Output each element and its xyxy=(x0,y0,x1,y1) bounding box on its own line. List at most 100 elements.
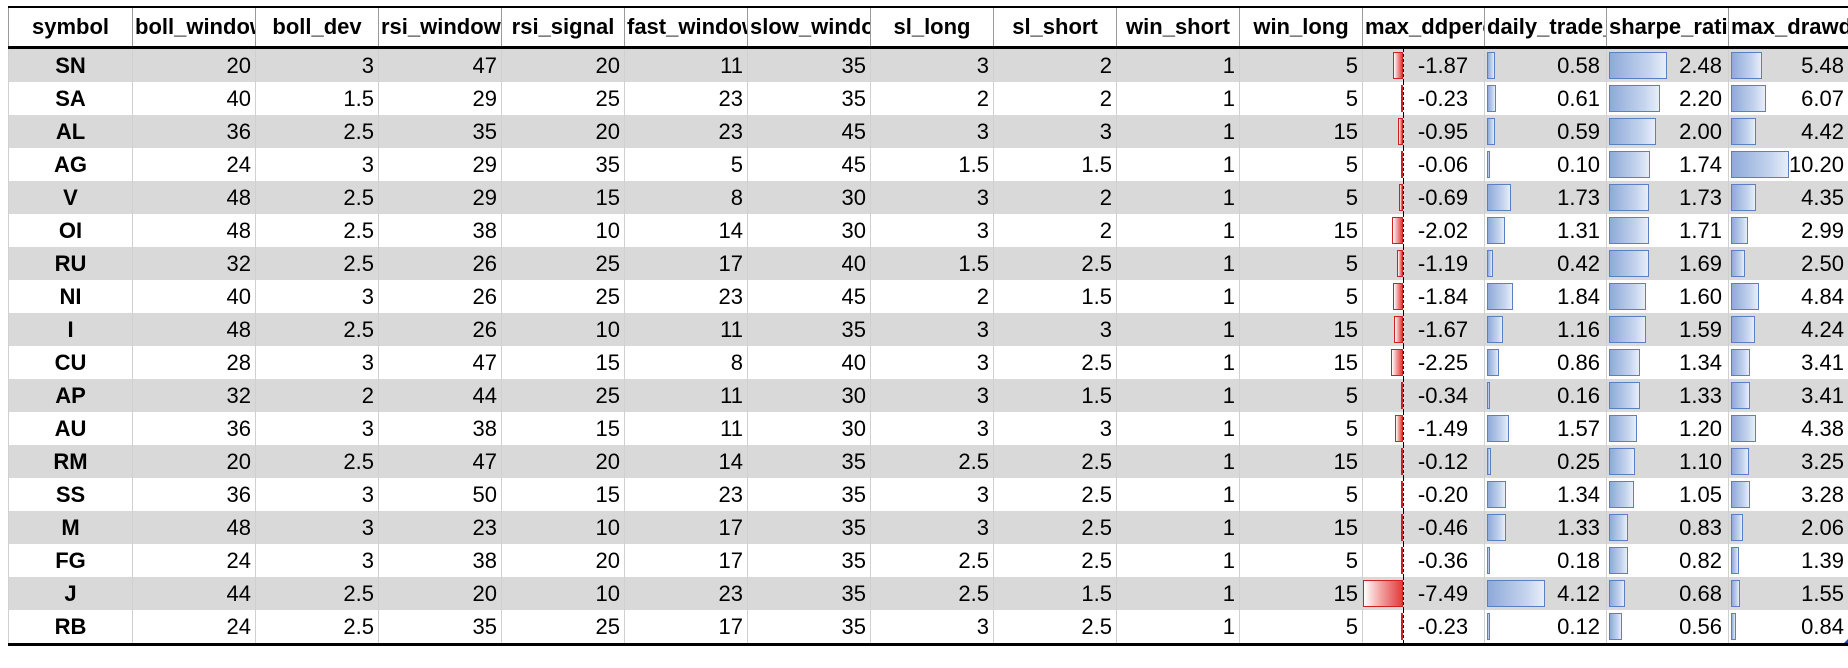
cell-max-drawdown-duration[interactable]: 10.20 xyxy=(1728,148,1848,181)
cell-win-short[interactable]: 1 xyxy=(1116,511,1240,544)
cell-rsi-window[interactable]: 29 xyxy=(378,82,502,115)
cell-symbol[interactable]: RM xyxy=(8,445,133,478)
cell-daily-trade-count[interactable]: 1.84 xyxy=(1484,280,1607,313)
cell-rsi-window[interactable]: 20 xyxy=(378,577,502,610)
cell-fast-window[interactable]: 14 xyxy=(624,445,748,478)
cell-sl-long[interactable]: 3 xyxy=(870,346,994,379)
cell-max-ddpercent[interactable]: -0.06 xyxy=(1362,148,1485,181)
column-header-sl-short[interactable]: sl_short xyxy=(993,6,1117,49)
cell-win-short[interactable]: 1 xyxy=(1116,346,1240,379)
cell-boll-window[interactable]: 48 xyxy=(132,181,256,214)
cell-sl-short[interactable]: 2.5 xyxy=(993,544,1117,577)
cell-max-drawdown-duration[interactable]: 1.55 xyxy=(1728,577,1848,610)
cell-max-ddpercent[interactable]: -1.19 xyxy=(1362,247,1485,280)
cell-sl-short[interactable]: 3 xyxy=(993,412,1117,445)
cell-fast-window[interactable]: 11 xyxy=(624,47,748,82)
cell-win-long[interactable]: 5 xyxy=(1239,280,1363,313)
cell-daily-trade-count[interactable]: 0.58 xyxy=(1484,47,1607,82)
cell-rsi-signal[interactable]: 15 xyxy=(501,346,625,379)
cell-boll-dev[interactable]: 2.5 xyxy=(255,214,379,247)
column-header-boll-window[interactable]: boll_window xyxy=(132,6,256,49)
cell-sharpe-ratio[interactable]: 2.20 xyxy=(1606,82,1729,115)
cell-win-short[interactable]: 1 xyxy=(1116,478,1240,511)
cell-rsi-signal[interactable]: 25 xyxy=(501,82,625,115)
column-header-sharpe-ratio[interactable]: sharpe_ratio xyxy=(1606,6,1729,49)
cell-max-ddpercent[interactable]: -0.95 xyxy=(1362,115,1485,148)
cell-win-long[interactable]: 5 xyxy=(1239,478,1363,511)
cell-max-drawdown-duration[interactable]: 3.41 xyxy=(1728,379,1848,412)
cell-daily-trade-count[interactable]: 0.10 xyxy=(1484,148,1607,181)
cell-max-drawdown-duration[interactable]: 2.99 xyxy=(1728,214,1848,247)
cell-sl-long[interactable]: 3 xyxy=(870,412,994,445)
cell-fast-window[interactable]: 11 xyxy=(624,313,748,346)
column-header-daily-trade-count[interactable]: daily_trade_count xyxy=(1484,6,1607,49)
cell-slow-window[interactable]: 35 xyxy=(747,313,871,346)
cell-fast-window[interactable]: 23 xyxy=(624,280,748,313)
cell-rsi-window[interactable]: 26 xyxy=(378,247,502,280)
cell-slow-window[interactable]: 35 xyxy=(747,577,871,610)
cell-sharpe-ratio[interactable]: 0.83 xyxy=(1606,511,1729,544)
cell-sl-long[interactable]: 3 xyxy=(870,511,994,544)
cell-rsi-signal[interactable]: 20 xyxy=(501,115,625,148)
column-header-win-short[interactable]: win_short xyxy=(1116,6,1240,49)
cell-fast-window[interactable]: 23 xyxy=(624,82,748,115)
cell-win-long[interactable]: 5 xyxy=(1239,47,1363,82)
cell-max-ddpercent[interactable]: -1.84 xyxy=(1362,280,1485,313)
cell-symbol[interactable]: M xyxy=(8,511,133,544)
cell-daily-trade-count[interactable]: 1.73 xyxy=(1484,181,1607,214)
cell-boll-window[interactable]: 36 xyxy=(132,478,256,511)
cell-sl-short[interactable]: 2 xyxy=(993,214,1117,247)
cell-sharpe-ratio[interactable]: 1.60 xyxy=(1606,280,1729,313)
cell-sharpe-ratio[interactable]: 1.71 xyxy=(1606,214,1729,247)
cell-boll-dev[interactable]: 2.5 xyxy=(255,181,379,214)
cell-rsi-window[interactable]: 47 xyxy=(378,445,502,478)
cell-win-long[interactable]: 5 xyxy=(1239,247,1363,280)
cell-daily-trade-count[interactable]: 0.25 xyxy=(1484,445,1607,478)
cell-max-ddpercent[interactable]: -0.36 xyxy=(1362,544,1485,577)
cell-symbol[interactable]: NI xyxy=(8,280,133,313)
cell-rsi-signal[interactable]: 20 xyxy=(501,445,625,478)
cell-max-drawdown-duration[interactable]: 4.84 xyxy=(1728,280,1848,313)
column-header-sl-long[interactable]: sl_long xyxy=(870,6,994,49)
cell-fast-window[interactable]: 17 xyxy=(624,544,748,577)
cell-boll-dev[interactable]: 2.5 xyxy=(255,313,379,346)
cell-max-drawdown-duration[interactable]: 3.28 xyxy=(1728,478,1848,511)
cell-sharpe-ratio[interactable]: 0.68 xyxy=(1606,577,1729,610)
cell-max-ddpercent[interactable]: -0.20 xyxy=(1362,478,1485,511)
column-header-win-long[interactable]: win_long xyxy=(1239,6,1363,49)
cell-slow-window[interactable]: 35 xyxy=(747,47,871,82)
cell-win-short[interactable]: 1 xyxy=(1116,82,1240,115)
cell-win-long[interactable]: 15 xyxy=(1239,313,1363,346)
cell-slow-window[interactable]: 40 xyxy=(747,247,871,280)
column-header-fast-window[interactable]: fast_window xyxy=(624,6,748,49)
cell-win-short[interactable]: 1 xyxy=(1116,445,1240,478)
cell-max-ddpercent[interactable]: -2.25 xyxy=(1362,346,1485,379)
column-header-rsi-signal[interactable]: rsi_signal xyxy=(501,6,625,49)
cell-boll-window[interactable]: 44 xyxy=(132,577,256,610)
cell-boll-dev[interactable]: 2 xyxy=(255,379,379,412)
cell-win-long[interactable]: 5 xyxy=(1239,544,1363,577)
cell-win-short[interactable]: 1 xyxy=(1116,577,1240,610)
cell-win-short[interactable]: 1 xyxy=(1116,412,1240,445)
cell-max-drawdown-duration[interactable]: 4.42 xyxy=(1728,115,1848,148)
cell-symbol[interactable]: AG xyxy=(8,148,133,181)
cell-max-drawdown-duration[interactable]: 0.84 xyxy=(1728,610,1848,646)
cell-win-short[interactable]: 1 xyxy=(1116,379,1240,412)
cell-fast-window[interactable]: 23 xyxy=(624,478,748,511)
cell-sl-short[interactable]: 2.5 xyxy=(993,346,1117,379)
cell-symbol[interactable]: V xyxy=(8,181,133,214)
cell-max-ddpercent[interactable]: -0.12 xyxy=(1362,445,1485,478)
cell-daily-trade-count[interactable]: 1.31 xyxy=(1484,214,1607,247)
cell-boll-dev[interactable]: 3 xyxy=(255,47,379,82)
column-header-rsi-window[interactable]: rsi_window xyxy=(378,6,502,49)
cell-rsi-signal[interactable]: 25 xyxy=(501,247,625,280)
cell-max-ddpercent[interactable]: -1.67 xyxy=(1362,313,1485,346)
cell-sl-short[interactable]: 2 xyxy=(993,82,1117,115)
cell-boll-window[interactable]: 48 xyxy=(132,313,256,346)
cell-win-short[interactable]: 1 xyxy=(1116,313,1240,346)
cell-boll-dev[interactable]: 3 xyxy=(255,544,379,577)
cell-boll-dev[interactable]: 3 xyxy=(255,346,379,379)
cell-symbol[interactable]: OI xyxy=(8,214,133,247)
cell-rsi-signal[interactable]: 25 xyxy=(501,280,625,313)
cell-win-long[interactable]: 5 xyxy=(1239,82,1363,115)
